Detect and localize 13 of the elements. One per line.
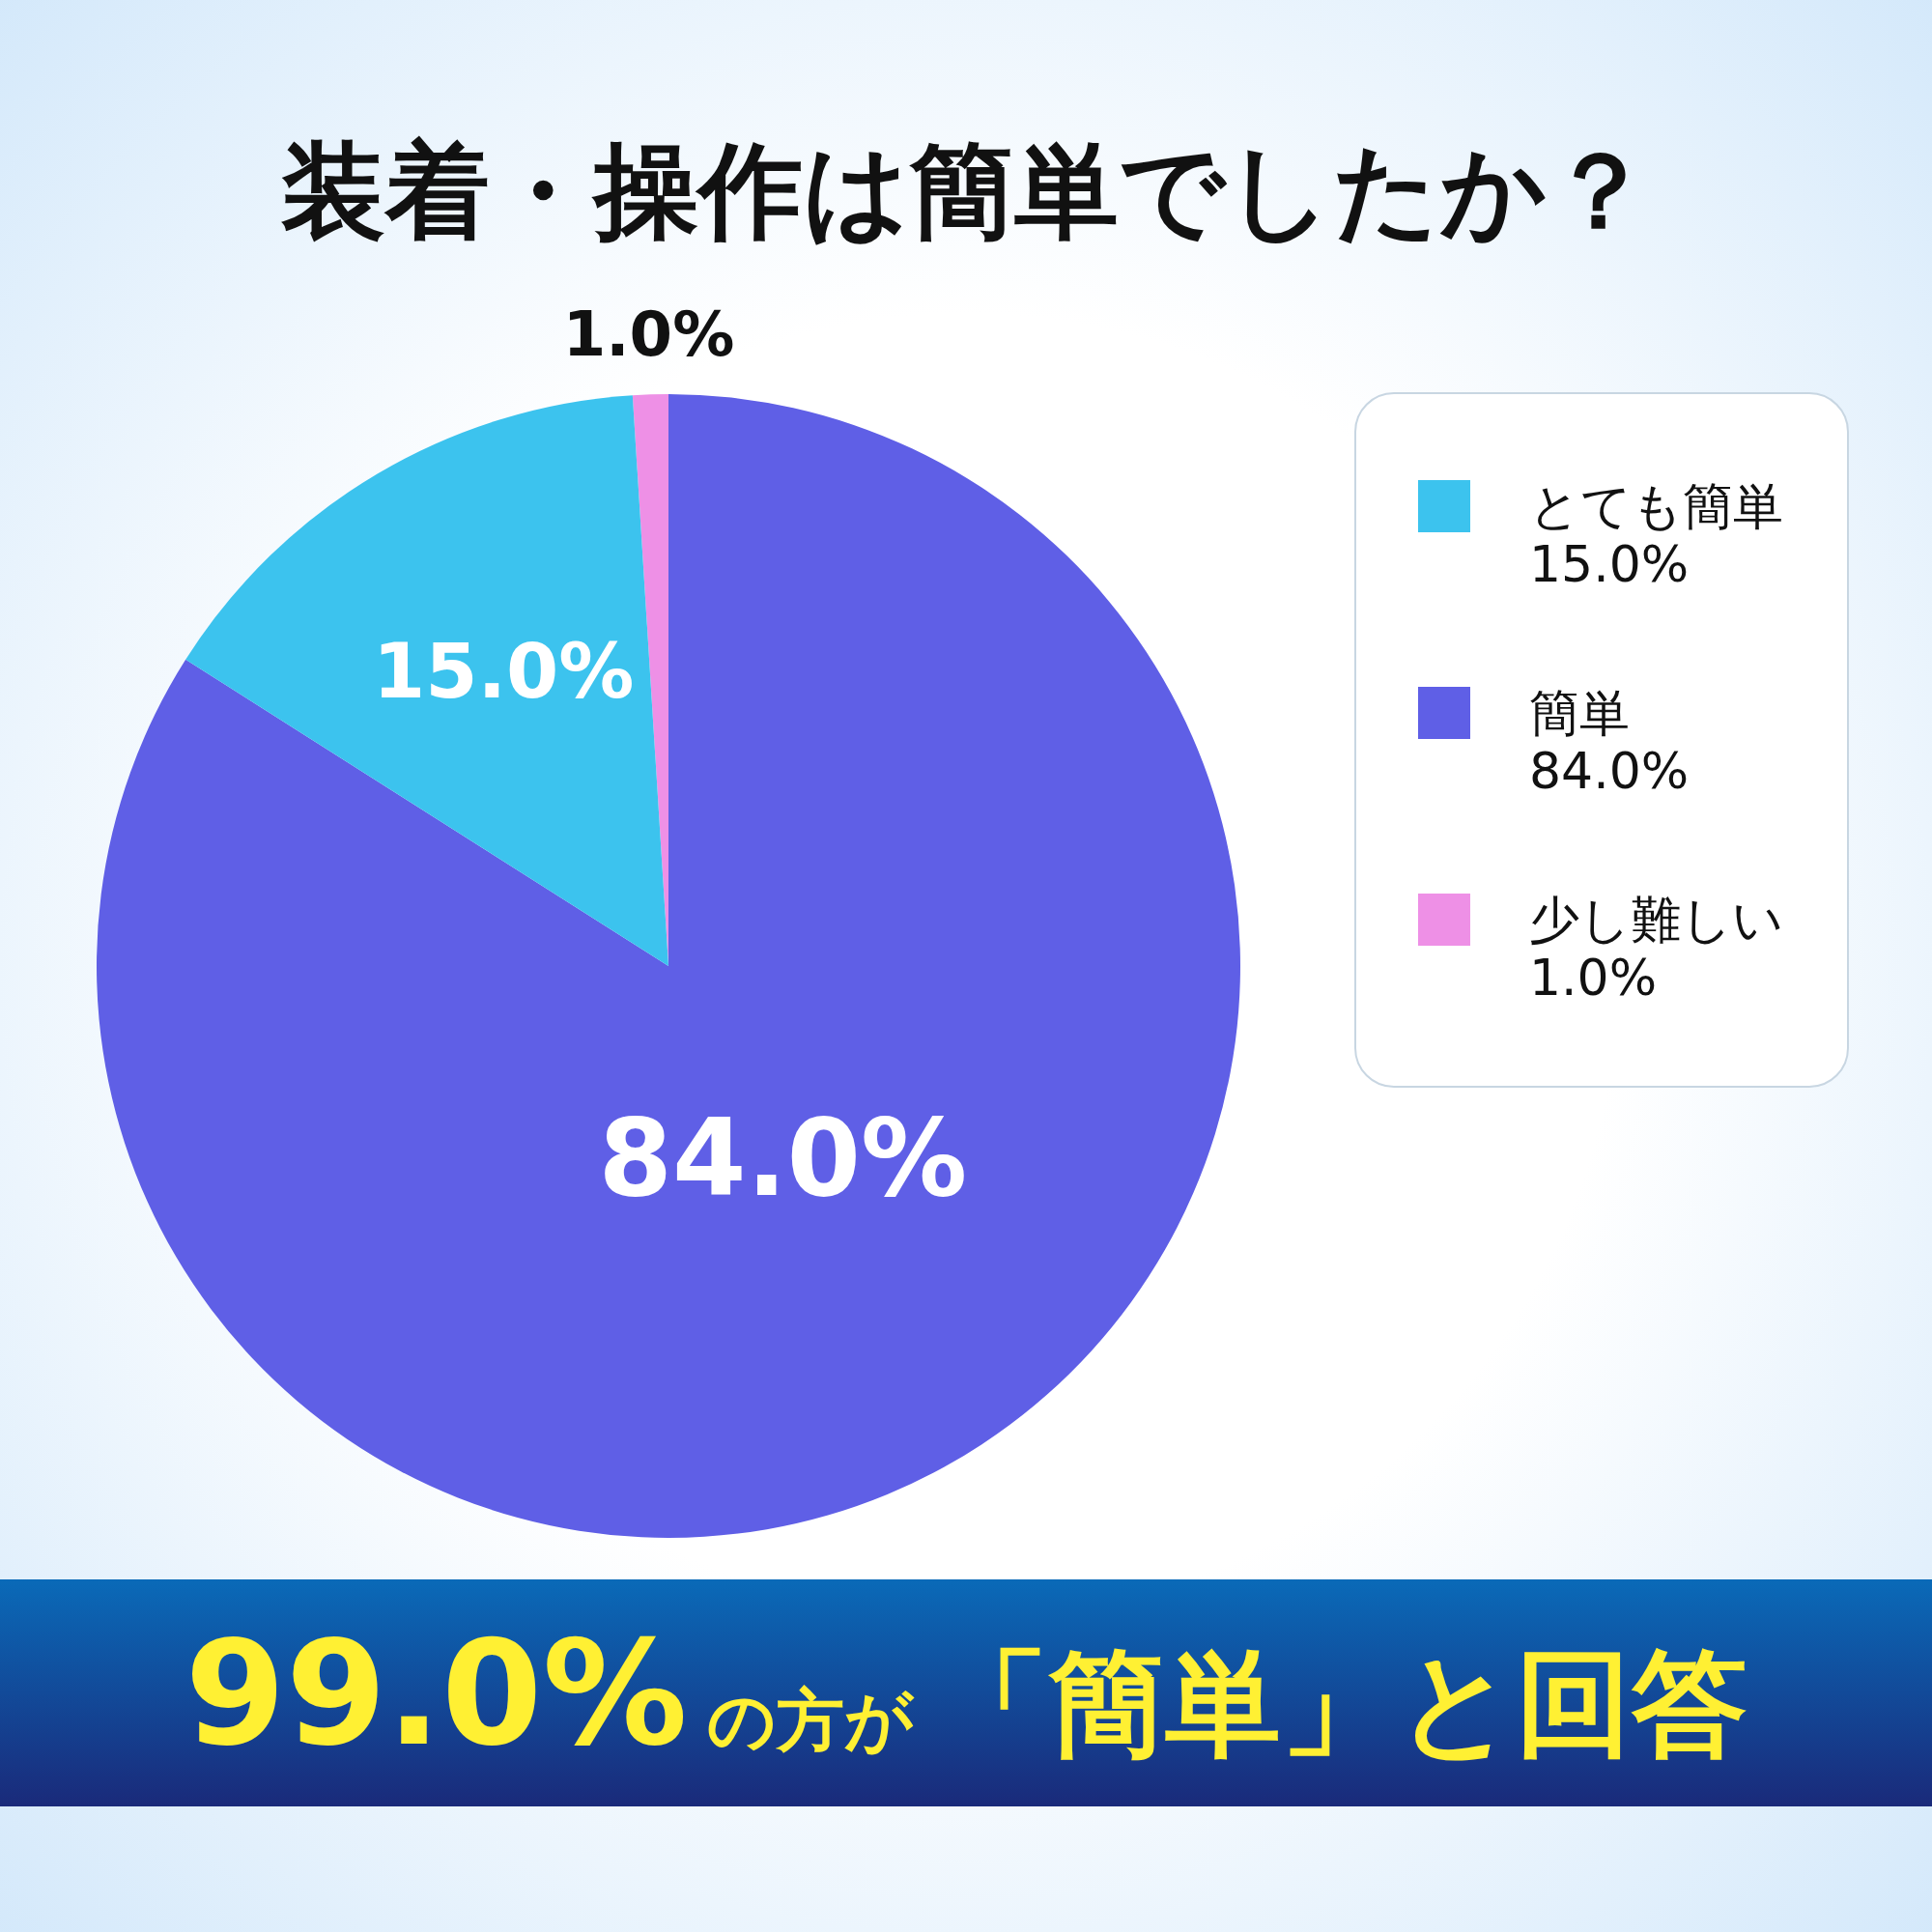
text: 「簡単」と回答 [932, 1636, 1747, 1771]
text: の方が [706, 1681, 915, 1760]
data-label: 1.0% [562, 298, 735, 371]
legend-label: 簡単 [1529, 684, 1630, 742]
legend-label: とても簡単 [1529, 477, 1783, 535]
text: 15.0% [1529, 535, 1690, 593]
chart-title: 装着・操作は簡単でしたか？ [280, 130, 1652, 251]
data-label: 15.0% [372, 628, 635, 716]
data-label: 84.0% [598, 1095, 968, 1220]
legend-label: 少し難しい [1529, 891, 1783, 949]
text: 1.0% [1529, 949, 1658, 1007]
text: 84.0% [1529, 742, 1690, 800]
text: 99.0% [185, 1609, 688, 1777]
